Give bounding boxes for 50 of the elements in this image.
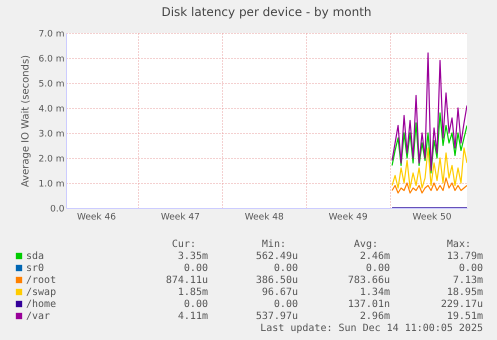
text: 1.34m: [360, 287, 390, 298]
text: 7.13m: [452, 275, 483, 286]
text: 0.00: [274, 263, 298, 274]
y-tick-label: 0.0: [50, 204, 65, 214]
legend-label: /swap: [26, 287, 56, 298]
y-tick-label: 7.0 m: [38, 30, 64, 40]
y-tick-label: 1.0 m: [38, 180, 64, 190]
text: 874.11u: [166, 275, 208, 286]
text: 537.97u: [256, 311, 298, 322]
text: Last update: Sun Dec 14 11:00:05 2025: [260, 323, 483, 334]
text: 96.67u: [262, 287, 298, 298]
legend-label: sr0: [26, 263, 44, 274]
y-tick-label: 3.0 m: [38, 130, 64, 140]
x-tick-label: Week 48: [244, 212, 284, 222]
text: Cur:: [172, 239, 196, 250]
text: 0.00: [184, 299, 208, 310]
legend-label: /root: [26, 275, 56, 286]
legend-label: /var: [26, 311, 50, 322]
text: 18.95m: [446, 287, 483, 298]
x-tick-label: Week 46: [76, 212, 116, 222]
text: 2.46m: [360, 251, 390, 262]
y-axis-title: Average IO Wait (seconds): [20, 54, 32, 188]
text: 0.00: [366, 263, 390, 274]
x-tick-label: Week 50: [412, 212, 452, 222]
text: 137.01n: [348, 299, 390, 310]
y-tick-label: 2.0 m: [38, 154, 64, 164]
text: 229.17u: [440, 299, 483, 310]
text: 562.49u: [256, 251, 298, 262]
y-tick-label: 4.0 m: [38, 104, 64, 114]
text: 0.00: [458, 263, 483, 274]
text: 2.96m: [360, 311, 390, 322]
text: 783.66u: [348, 275, 390, 286]
text: 4.11m: [178, 311, 208, 322]
text: Max:: [446, 239, 471, 250]
y-tick-label: 6.0 m: [38, 54, 64, 64]
legend-label: sda: [26, 251, 44, 262]
x-tick-label: Week 49: [328, 212, 368, 222]
text: 0.00: [274, 299, 298, 310]
text: Avg:: [354, 239, 378, 250]
x-tick-label: Week 47: [160, 212, 200, 222]
legend-label: /home: [26, 299, 56, 310]
text: Min:: [262, 239, 286, 250]
text: 13.79m: [446, 251, 483, 262]
chart-title: Disk latency per device - by month: [161, 5, 372, 19]
text: 3.35m: [178, 251, 208, 262]
text: 0.00: [184, 263, 208, 274]
y-tick-label: 5.0 m: [38, 80, 64, 90]
text: 1.85m: [178, 287, 208, 298]
text: 386.50u: [256, 275, 298, 286]
text: 19.51m: [446, 311, 483, 322]
